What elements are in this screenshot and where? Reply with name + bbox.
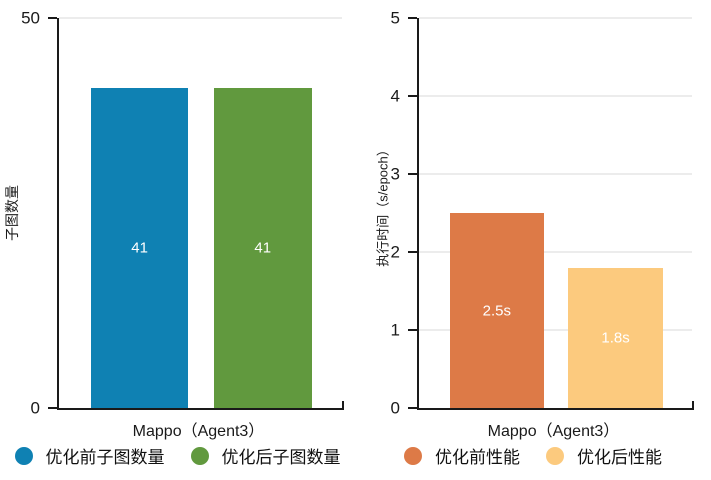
legend-label: 优化后子图数量 bbox=[221, 448, 341, 467]
plot-area: 0 50 41 41 bbox=[21, 10, 344, 417]
x-axis-tick-label: Mappo（Agent3） bbox=[132, 423, 265, 440]
legend-swatch bbox=[404, 446, 422, 465]
legend-label: 优化前性能 bbox=[435, 448, 520, 467]
gridline bbox=[419, 173, 692, 175]
y-tick-mark bbox=[408, 173, 417, 175]
gridline bbox=[419, 329, 692, 331]
plot-area: 0 1 2 3 4 5 2.5s 1.8s bbox=[391, 10, 694, 417]
y-tick-label: 5 bbox=[390, 8, 400, 28]
y-tick-label: 1 bbox=[390, 320, 400, 340]
y-tick-label: 0 bbox=[390, 398, 400, 418]
legend-swatch bbox=[190, 446, 209, 465]
bar-series-0: 2.5s bbox=[449, 213, 544, 408]
y-tick-label: 50 bbox=[21, 8, 40, 28]
bar-series-1: 1.8s bbox=[568, 267, 663, 408]
x-axis-end-tick bbox=[342, 401, 344, 410]
x-axis-tick-label: Mappo（Agent3） bbox=[487, 423, 620, 440]
bar-series-1: 41 bbox=[213, 88, 312, 408]
y-tick-label: 0 bbox=[30, 398, 40, 418]
y-tick-mark bbox=[408, 329, 417, 331]
legend-item: 优化后子图数量 bbox=[190, 443, 341, 468]
legend-label: 优化前子图数量 bbox=[45, 448, 165, 467]
gridline bbox=[419, 251, 692, 253]
y-tick-mark bbox=[48, 17, 57, 19]
legend-label: 优化后性能 bbox=[577, 448, 662, 467]
gridline bbox=[419, 95, 692, 97]
chart-panel-subgraph-count: 子图数量 0 50 41 41 Mappo（Agent3） 优化前子图数量 优化后子图数… bbox=[0, 0, 355, 480]
gridline bbox=[419, 17, 692, 19]
y-tick-label: 3 bbox=[390, 164, 400, 184]
legend: 优化前子图数量 优化后子图数量 bbox=[0, 443, 355, 468]
legend-swatch bbox=[546, 446, 564, 465]
y-tick-mark bbox=[48, 407, 57, 409]
bar-value-label: 41 bbox=[254, 239, 272, 257]
bar-value-label: 2.5s bbox=[482, 302, 511, 319]
y-tick-mark bbox=[408, 17, 417, 19]
y-tick-label: 4 bbox=[390, 86, 400, 106]
y-axis-title: 执行时间（s/epoch） bbox=[375, 143, 391, 267]
y-axis-title: 子图数量 bbox=[4, 185, 20, 241]
y-tick-mark bbox=[408, 95, 417, 97]
legend-item: 优化后性能 bbox=[546, 443, 662, 468]
legend-swatch bbox=[14, 446, 33, 465]
legend: 优化前性能 优化后性能 bbox=[355, 443, 711, 468]
y-tick-label: 2 bbox=[390, 242, 400, 262]
y-tick-mark bbox=[408, 407, 417, 409]
gridline bbox=[59, 17, 342, 19]
x-axis-end-tick bbox=[692, 401, 694, 410]
bar-series-0: 41 bbox=[90, 88, 189, 408]
chart-panel-execution-time: 执行时间（s/epoch） 0 1 2 3 4 5 2.5s 1.8s Mappo（Agent… bbox=[355, 0, 711, 480]
legend-item: 优化前子图数量 bbox=[14, 443, 165, 468]
bar-value-label: 1.8s bbox=[601, 329, 630, 347]
legend-item: 优化前性能 bbox=[404, 443, 520, 468]
bar-value-label: 41 bbox=[131, 239, 148, 257]
y-tick-mark bbox=[408, 251, 417, 253]
